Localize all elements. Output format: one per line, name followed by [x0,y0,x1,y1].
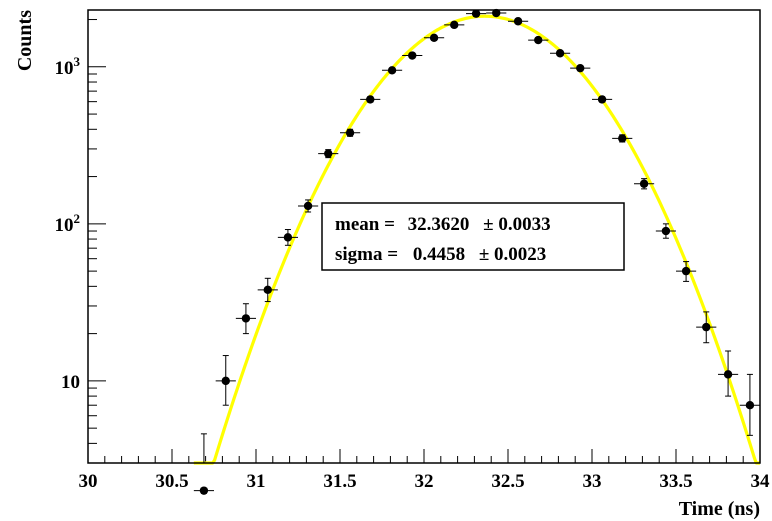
x-tick-label: 30.5 [155,471,188,492]
x-tick-label: 32.5 [491,471,524,492]
data-point [570,63,591,73]
y-axis-title: Counts [14,10,36,71]
data-point [402,51,423,60]
y-tick-label: 103 [55,54,81,79]
data-marker [324,149,333,158]
data-marker [639,179,649,188]
data-marker [429,33,439,43]
data-point [550,49,571,58]
data-point [592,95,613,104]
data-marker [263,285,272,295]
x-tick-label: 32 [415,471,434,492]
sigma-row: sigma = 0.4458 ± 0.0023 [335,244,546,265]
data-marker [681,266,691,276]
y-tick-base: 10 [55,58,74,79]
x-tick-label: 33 [583,471,602,492]
data-marker [702,322,711,332]
x-tick-label: 34 [751,471,771,492]
x-tick-label: 31.5 [323,471,356,492]
data-point [235,303,256,335]
data-point [739,373,760,436]
data-point [444,20,465,30]
data-marker [345,128,355,137]
data-marker [555,49,565,58]
data-marker [618,134,627,143]
data-point [655,223,676,239]
y-tick-exponent: 3 [74,54,81,69]
data-marker [408,51,417,60]
data-marker [366,95,375,104]
fit-stats-box: mean = 32.3620 ± 0.0033 sigma = 0.4458 ±… [321,202,625,271]
data-point [360,95,381,104]
mean-error: ± 0.0033 [483,214,550,235]
data-marker [597,95,607,104]
data-marker [241,314,251,323]
mean-value: 32.3620 [408,214,470,235]
sigma-value: 0.4458 [413,244,465,265]
data-point [508,17,529,26]
data-marker [387,66,397,75]
data-point [277,229,298,246]
mean-row: mean = 32.3620 ± 0.0033 [335,214,551,235]
data-point [318,149,339,159]
y-tick-label: 102 [55,211,81,236]
y-tick-label: 10 [61,372,80,393]
data-marker [745,401,755,410]
data-marker [513,17,523,26]
fit-stats-box-frame [321,202,625,271]
data-point [486,8,507,18]
sigma-label: sigma = [335,244,398,265]
data-marker [661,226,671,236]
x-tick-label: 33.5 [659,471,692,492]
data-point [382,66,403,75]
data-marker [492,8,501,18]
data-point [676,261,697,282]
data-marker [303,201,313,211]
data-point [634,178,655,190]
data-point [257,277,278,303]
x-tick-labels: 30 30.5 31 31.5 32 32.5 33 33.5 34 [79,471,771,492]
data-point [696,311,717,344]
data-point [466,9,487,18]
data-marker [221,376,230,386]
data-point [193,433,214,495]
plot-frame [87,9,761,464]
data-marker [576,63,585,73]
data-point [340,128,361,137]
x-tick-label: 31 [247,471,266,492]
y-tick-base: 10 [61,372,80,393]
data-point [718,350,739,397]
data-point [424,33,445,43]
mean-label: mean = [335,214,395,235]
data-marker [283,233,293,242]
data-point [612,134,633,143]
y-tick-exponent: 2 [74,211,81,226]
data-marker [450,20,459,30]
data-points-layer [193,8,760,495]
sigma-error: ± 0.0023 [479,244,546,265]
data-point [215,355,236,406]
x-tick-label: 30 [79,471,98,492]
x-axis-title: Time (ns) [679,498,760,520]
axis-ticks [87,19,761,464]
y-tick-base: 10 [55,215,74,236]
data-point [528,35,549,45]
data-point [298,199,319,213]
data-marker [199,486,209,495]
data-marker [471,9,481,18]
data-marker [534,35,543,45]
data-marker [723,370,733,379]
